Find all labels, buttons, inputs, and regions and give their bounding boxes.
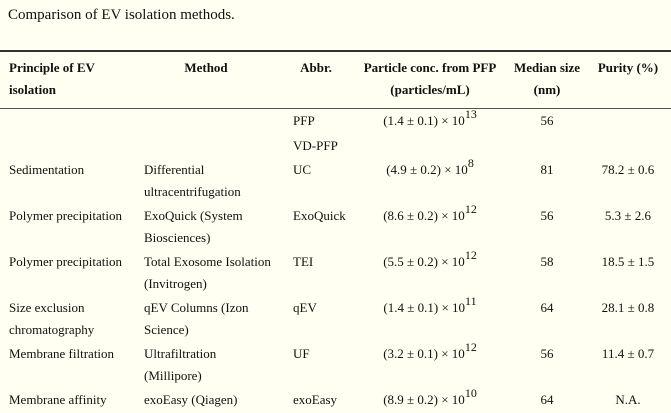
header-row: Principle of EV isolation Method Abbr. P… [0,51,671,109]
cell-abbr: ExoQuick [281,204,351,250]
cell-method: ExoQuick (System Biosciences) [131,204,281,250]
conc-value: (4.9 ± 0.2) × 10 [386,162,468,177]
cell-principle: Membrane filtration [0,342,131,388]
cell-purity: 5.3 ± 2.6 [585,204,671,250]
header-method: Method [131,51,281,109]
cell-particle-conc: (8.6 ± 0.2) × 1012 [351,204,509,250]
conc-exponent: 11 [465,294,477,308]
cell-median-size: 64 [509,388,585,413]
table-row: VD-PFP [0,133,671,158]
conc-exponent: 13 [465,107,477,121]
cell-purity [585,133,671,158]
cell-purity [585,109,671,134]
cell-principle [0,133,131,158]
cell-median-size: 56 [509,342,585,388]
header-purity: Purity (%) [585,51,671,109]
cell-particle-conc: (1.4 ± 0.1) × 1013 [351,109,509,134]
cell-median-size: 58 [509,250,585,296]
cell-median-size: 56 [509,204,585,250]
cell-abbr: UF [281,342,351,388]
cell-abbr: exoEasy [281,388,351,413]
cell-method: Ultrafiltration (Millipore) [131,342,281,388]
cell-method: Differential ultracentrifugation [131,158,281,204]
cell-principle: Polymer precipitation [0,204,131,250]
conc-exponent: 12 [465,202,477,216]
cell-particle-conc [351,133,509,158]
cell-abbr: VD-PFP [281,133,351,158]
comparison-table-container: Principle of EV isolation Method Abbr. P… [0,50,671,413]
cell-method: Total Exosome Isolation (Invitrogen) [131,250,281,296]
cell-principle: Polymer precipitation [0,250,131,296]
cell-principle: Membrane affinity [0,388,131,413]
conc-exponent: 12 [465,340,477,354]
cell-method: exoEasy (Qiagen) [131,388,281,413]
conc-value: (8.6 ± 0.2) × 10 [383,208,465,223]
cell-purity: 18.5 ± 1.5 [585,250,671,296]
header-median-size: Median size (nm) [509,51,585,109]
cell-particle-conc: (1.4 ± 0.1) × 1011 [351,296,509,342]
conc-exponent: 8 [468,156,474,170]
cell-principle: Size exclusion chromatography [0,296,131,342]
cell-purity: 28.1 ± 0.8 [585,296,671,342]
cell-median-size: 64 [509,296,585,342]
conc-value: (3.2 ± 0.1) × 10 [383,346,465,361]
conc-exponent: 10 [465,386,477,400]
header-particle-conc: Particle conc. from PFP (particles/mL) [351,51,509,109]
cell-median-size: 56 [509,109,585,134]
cell-purity: 11.4 ± 0.7 [585,342,671,388]
conc-exponent: 12 [465,248,477,262]
cell-particle-conc: (5.5 ± 0.2) × 1012 [351,250,509,296]
comparison-table: Principle of EV isolation Method Abbr. P… [0,50,671,413]
cell-method: qEV Columns (Izon Science) [131,296,281,342]
cell-median-size: 81 [509,158,585,204]
cell-method [131,109,281,134]
conc-value: (8.9 ± 0.2) × 10 [383,392,465,407]
cell-principle: Sedimentation [0,158,131,204]
cell-method [131,133,281,158]
conc-value: (1.4 ± 0.1) × 10 [383,113,465,128]
cell-purity: 78.2 ± 0.6 [585,158,671,204]
cell-abbr: TEI [281,250,351,296]
cell-particle-conc: (4.9 ± 0.2) × 108 [351,158,509,204]
cell-principle [0,109,131,134]
cell-median-size [509,133,585,158]
cell-particle-conc: (8.9 ± 0.2) × 1010 [351,388,509,413]
cell-particle-conc: (3.2 ± 0.1) × 1012 [351,342,509,388]
header-principle: Principle of EV isolation [0,51,131,109]
table-caption: Comparison of EV isolation methods. [8,6,235,24]
cell-abbr: qEV [281,296,351,342]
header-abbr: Abbr. [281,51,351,109]
conc-value: (1.4 ± 0.1) × 10 [383,300,465,315]
conc-value: (5.5 ± 0.2) × 10 [383,254,465,269]
cell-abbr: UC [281,158,351,204]
cell-abbr: PFP [281,109,351,134]
cell-purity: N.A. [585,388,671,413]
